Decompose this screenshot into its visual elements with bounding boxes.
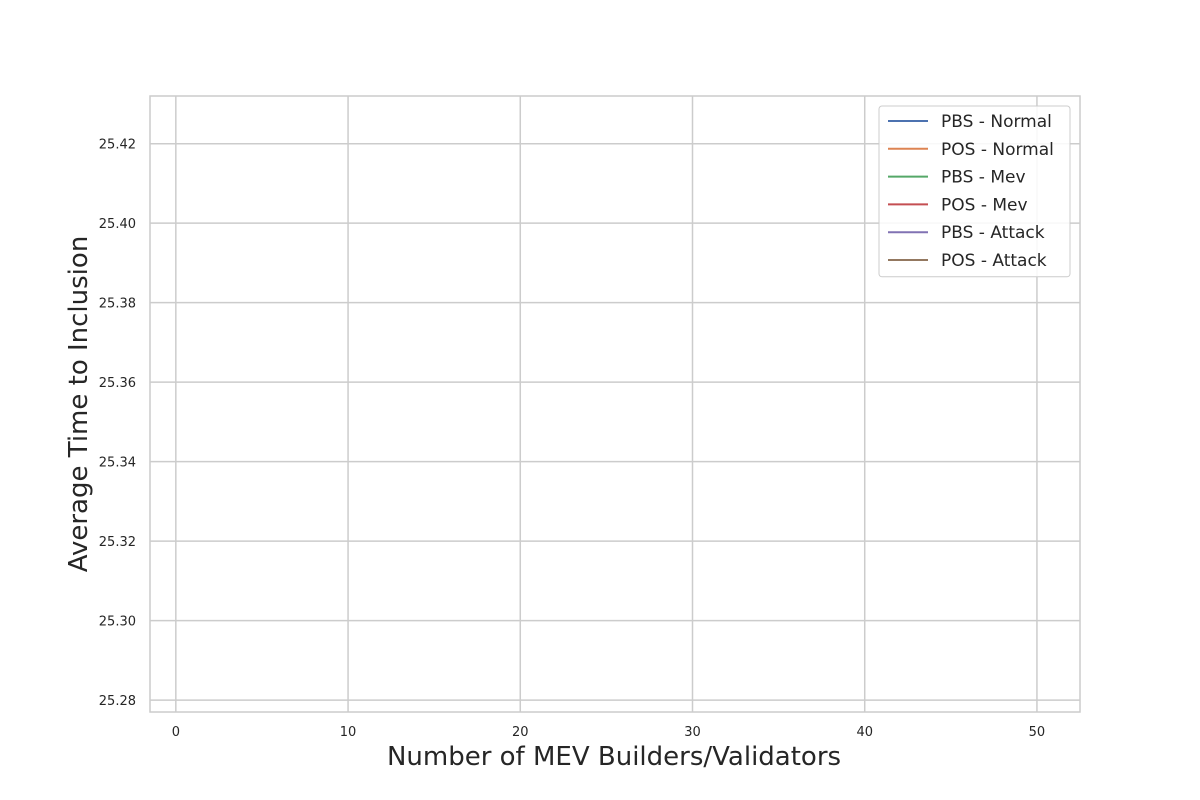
plot-area-frame: [149, 95, 1081, 713]
y-axis-ticks: 25.28 25.30 25.32 25.34 25.36 25.38 25.40 25.42: [99, 138, 136, 709]
y-tick-label: 25.32: [99, 535, 136, 550]
x-tick-label: 10: [340, 725, 357, 740]
x-axis-ticks: 0 10 20 30 40 50: [172, 725, 1046, 740]
x-tick-label: 20: [512, 725, 529, 740]
grid-lines: [150, 96, 1080, 712]
y-tick-label: 25.40: [99, 217, 136, 232]
legend-label: POS - Attack: [941, 251, 1047, 271]
y-tick-label: 25.28: [99, 694, 136, 709]
y-tick-label: 25.34: [99, 456, 136, 471]
legend-label: POS - Mev: [941, 195, 1028, 215]
y-tick-label: 25.42: [99, 138, 136, 153]
legend-label: PBS - Mev: [941, 168, 1026, 188]
legend: PBS - Normal POS - Normal PBS - Mev POS - M…: [878, 105, 1071, 278]
x-tick-label: 40: [856, 725, 873, 740]
y-tick-label: 25.38: [99, 297, 136, 312]
legend-label: POS - Normal: [941, 140, 1054, 160]
legend-label: PBS - Attack: [941, 223, 1045, 243]
x-tick-label: 50: [1029, 725, 1046, 740]
legend-label: PBS - Normal: [941, 112, 1052, 132]
y-tick-label: 25.36: [99, 376, 136, 391]
x-axis-title: Number of MEV Builders/Validators: [387, 742, 841, 772]
y-tick-label: 25.30: [99, 615, 136, 630]
x-tick-label: 0: [172, 725, 180, 740]
x-tick-label: 30: [684, 725, 701, 740]
y-axis-title: Average Time to Inclusion: [64, 236, 94, 573]
